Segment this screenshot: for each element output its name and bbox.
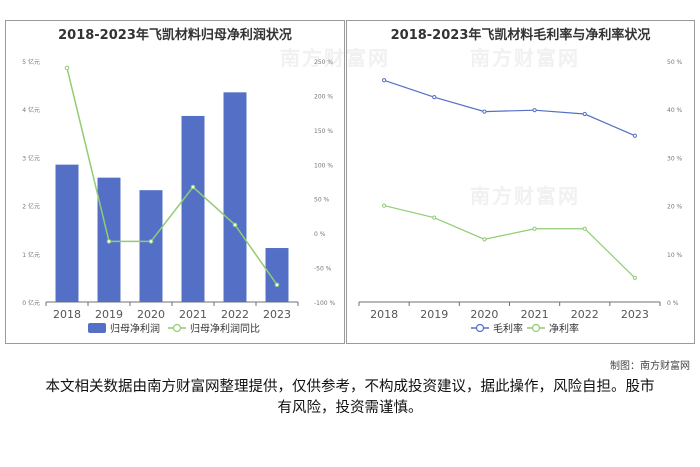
legend-label: 归母净利润同比 [190,322,260,335]
margin-chart-panel: 2018-2023年飞凯材料毛利率与净利率状况 0 % 10 % 20 % 30 % 4… [346,20,695,344]
left-axis-tick-label: 3 亿元 [22,154,40,162]
left-axis-tick-label: 4 亿元 [22,106,40,114]
x-axis-tick-label: 2019 [95,308,123,321]
x-axis-tick-label: 2018 [53,308,81,321]
series-point [482,109,487,114]
legend-label: 净利率 [549,322,579,335]
right-axis-tick-label: 100 % [314,162,333,169]
x-axis-tick-label: 2021 [521,308,549,321]
chart-title: 2018-2023年飞凯材料归母净利润状况 [58,28,292,43]
bar-net-profit [265,248,289,302]
right-axis-tick-label: 0 % [667,300,679,307]
x-axis-tick-label: 2019 [420,308,448,321]
legend-swatch-marker [172,323,182,333]
left-axis-tick-label: 2 亿元 [22,203,40,211]
right-axis-tick-label: 10 % [667,252,683,259]
left-axis-tick-label: 5 亿元 [22,58,40,66]
point-net-profit-yoy [190,184,196,190]
net-profit-chart-panel: 2018-2023年飞凯材料归母净利润状况 0 亿元 1 亿元 2 亿元 3 亿元 4 … [5,20,345,344]
point-net-profit-yoy [106,239,112,244]
series-point [381,203,387,208]
series-point [632,275,638,280]
left-axis-tick-label: 1 亿元 [22,251,40,259]
x-axis-tick-label: 2022 [221,308,249,321]
series-point [381,78,387,83]
margin-chart: 0 % 10 % 20 % 30 % 40 % 50 % 2018 2019 2020 2021 2… [358,59,683,335]
point-net-profit-yoy [232,222,238,228]
x-axis-tick-label: 2020 [470,308,498,321]
legend-swatch-marker [531,323,541,333]
legend-label: 毛利率 [493,322,523,335]
x-axis-tick-label: 2018 [370,308,398,321]
legend-swatch-bar [88,323,106,333]
right-axis-tick-label: 200 % [314,93,333,100]
right-axis-tick-label: 50 % [667,59,683,66]
net-profit-chart: 0 亿元 1 亿元 2 亿元 3 亿元 4 亿元 5 亿元 -100 % -50 % 0 % 50… [22,58,336,335]
x-axis-tick-label: 2023 [621,308,649,321]
legend-label: 归母净利润 [110,322,160,335]
bar-net-profit [55,164,79,302]
right-axis-tick-label: 0 % [314,231,326,238]
right-axis-tick-label: 30 % [667,155,683,162]
bar-net-profit [223,92,247,302]
left-axis-tick-label: 0 亿元 [22,299,40,307]
bar-net-profit [139,190,163,302]
right-axis-tick-label: 40 % [667,107,683,114]
right-axis-tick-label: 250 % [314,59,333,66]
chart-credit: 制图：南方财富网 [610,361,690,372]
series-point [582,226,587,231]
series-point [432,215,437,220]
point-net-profit-yoy [274,282,280,288]
right-axis-tick-label: 50 % [314,197,330,204]
disclaimer-text: 本文相关数据由南方财富网整理提供，仅供参考，不构成投资建议，据此操作，风险自担。… [45,379,655,416]
series-point [632,133,638,138]
x-axis-tick-label: 2021 [179,308,207,321]
legend-swatch-marker [475,323,485,333]
series-point [582,111,587,117]
series-point [482,237,487,242]
chart-title: 2018-2023年飞凯材料毛利率与净利率状况 [390,28,651,43]
x-axis-tick-label: 2022 [571,308,599,321]
line-net-profit-yoy [66,67,278,286]
point-net-profit-yoy [148,239,154,244]
series-point [532,108,537,113]
series-point [532,226,537,231]
x-axis-tick-label: 2020 [137,308,165,321]
right-axis-tick-label: -50 % [314,266,332,273]
series-point [432,95,437,100]
x-axis-tick-label: 2023 [263,308,291,321]
bar-net-profit [181,115,205,302]
right-axis-tick-label: 20 % [667,204,683,211]
point-net-profit-yoy [64,65,70,71]
right-axis-tick-label: 150 % [314,128,333,135]
series-line [383,205,636,279]
right-axis-tick-label: -100 % [314,300,336,307]
series-line [383,79,636,137]
